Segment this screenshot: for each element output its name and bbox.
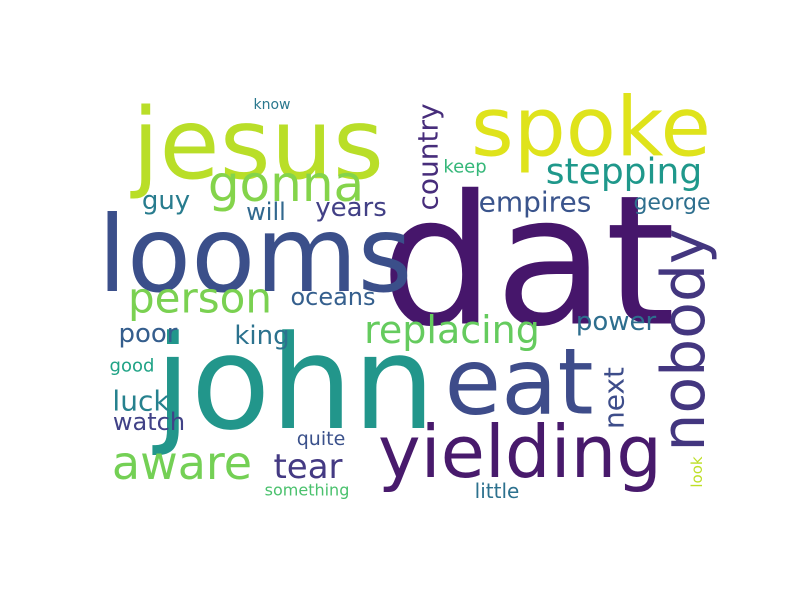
word-empires: empires <box>479 186 592 219</box>
word-john: john <box>152 307 435 459</box>
word-eat: eat <box>444 329 593 436</box>
word-good: good <box>110 356 155 377</box>
word-gonna: gonna <box>208 155 364 213</box>
word-nobody: nobody <box>649 228 719 451</box>
word-know: know <box>254 97 291 113</box>
word-spoke: spoke <box>471 81 711 176</box>
word-will: will <box>246 198 286 226</box>
word-luck: luck <box>112 385 170 418</box>
word-tear: tear <box>273 447 342 487</box>
word-dat: dat <box>380 158 675 367</box>
word-jesus: jesus <box>130 88 384 202</box>
word-keep: keep <box>443 157 486 178</box>
word-little: little <box>475 479 520 503</box>
word-guy: guy <box>142 186 190 216</box>
word-george: george <box>633 191 710 216</box>
word-person: person <box>128 274 272 323</box>
word-next: next <box>598 367 631 429</box>
word-quite: quite <box>297 428 346 450</box>
word-look: look <box>688 456 706 488</box>
word-stepping: stepping <box>546 152 702 193</box>
word-poor: poor <box>118 319 177 349</box>
word-oceans: oceans <box>290 283 375 311</box>
word-something: something <box>265 481 350 500</box>
word-years: years <box>315 193 387 223</box>
word-replacing: replacing <box>364 308 540 352</box>
word-king: king <box>234 321 289 351</box>
word-yielding: yielding <box>378 410 662 494</box>
word-aware: aware <box>112 436 252 490</box>
word-power: power <box>576 307 657 337</box>
word-watch: watch <box>113 408 185 436</box>
word-country: country <box>412 103 445 210</box>
word-looms: looms <box>98 194 413 316</box>
